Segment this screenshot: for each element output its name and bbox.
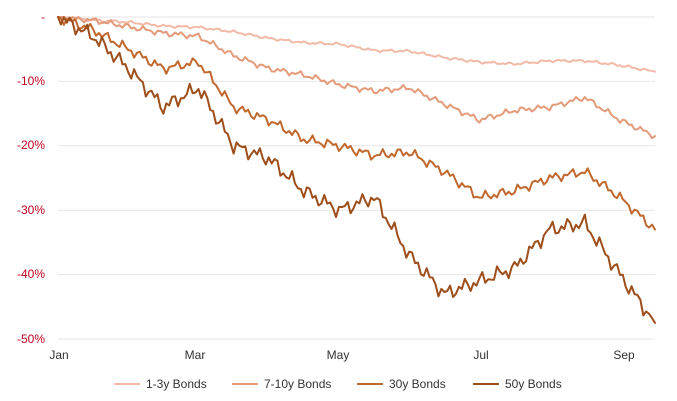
- series-line-50y-bonds: [57, 16, 656, 324]
- y-tick-label: -50%: [17, 332, 45, 346]
- y-tick-label: -10%: [17, 74, 45, 88]
- legend-label: 7-10y Bonds: [264, 377, 331, 391]
- x-axis-ticks: Jan Mar May Jul Sep: [49, 348, 635, 362]
- y-tick-label: -30%: [17, 203, 45, 217]
- x-tick-label: Jan: [49, 348, 68, 362]
- x-tick-label: Mar: [185, 348, 206, 362]
- series-line-1-3y-bonds: [57, 16, 656, 73]
- grid-lines: [58, 16, 655, 340]
- legend-item[interactable]: 30y Bonds: [357, 377, 446, 391]
- y-axis-ticks: - -10% -20% -30% -40% -50%: [17, 10, 45, 346]
- y-tick-label: -20%: [17, 138, 45, 152]
- x-tick-label: May: [327, 348, 350, 362]
- legend-item[interactable]: 50y Bonds: [473, 377, 562, 391]
- x-tick-label: Sep: [613, 348, 635, 362]
- x-tick-label: Jul: [473, 348, 488, 362]
- legend: 1-3y Bonds 7-10y Bonds 30y Bonds 50y Bon…: [114, 377, 562, 391]
- legend-item[interactable]: 1-3y Bonds: [114, 377, 207, 391]
- legend-label: 50y Bonds: [505, 377, 562, 391]
- legend-label: 30y Bonds: [389, 377, 446, 391]
- y-tick-label: -40%: [17, 267, 45, 281]
- series-lines: [57, 16, 656, 324]
- y-tick-label: -: [41, 10, 45, 24]
- legend-label: 1-3y Bonds: [146, 377, 207, 391]
- legend-item[interactable]: 7-10y Bonds: [232, 377, 331, 391]
- series-line-30y-bonds: [57, 16, 656, 231]
- series-line-7-10y-bonds: [57, 16, 656, 140]
